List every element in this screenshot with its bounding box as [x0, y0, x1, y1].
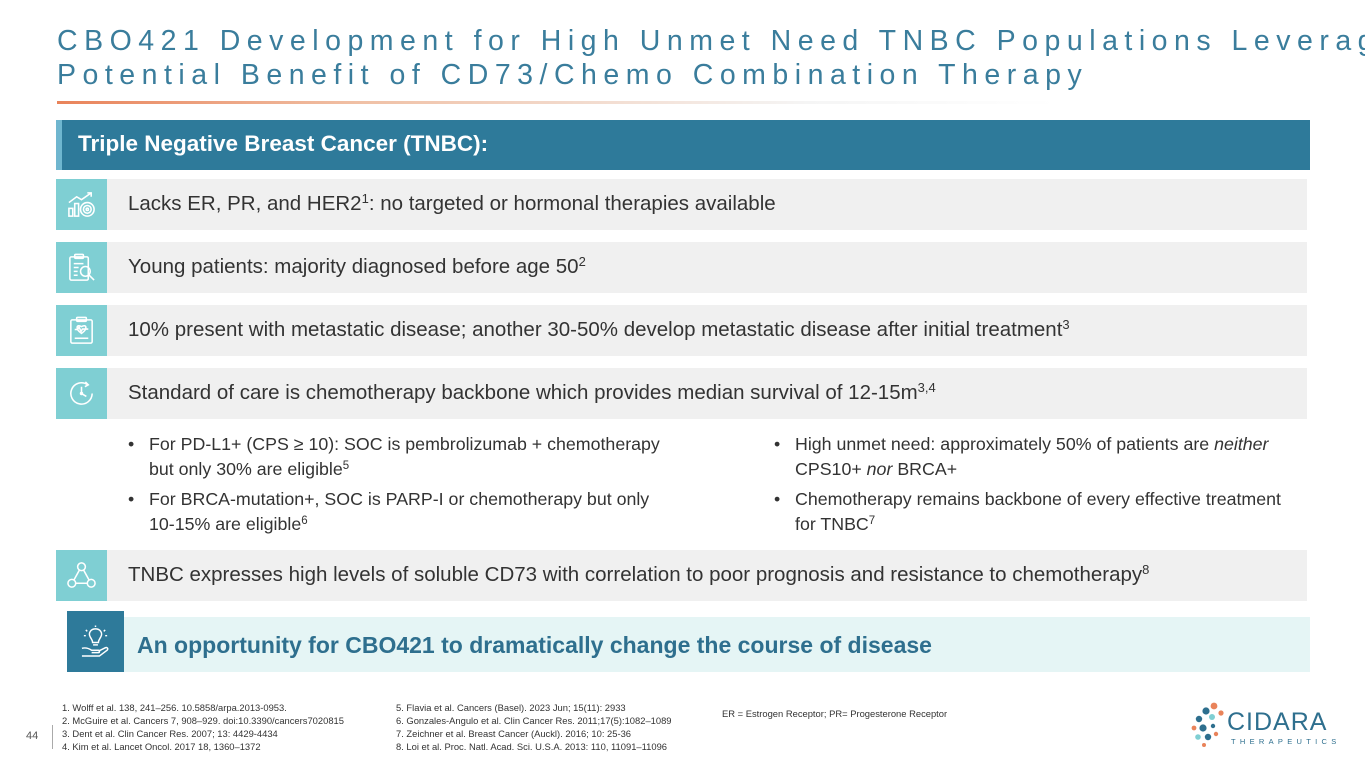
footnote-ref: 3,4 [917, 380, 936, 395]
logo-tagline: THERAPEUTICS [1231, 737, 1341, 746]
fact-text: Lacks ER, PR, and HER21: no targeted or … [128, 191, 776, 215]
abbreviation-note: ER = Estrogen Receptor; PR= Progesterone… [722, 708, 948, 719]
unmet-need-bullet-list-right: High unmet need: approximately 50% of pa… [774, 432, 1294, 542]
fact-row-metastatic: 10% present with metastatic disease; ano… [56, 305, 1307, 356]
section-banner-label: Triple Negative Breast Cancer (TNBC): [78, 131, 489, 156]
list-item: For BRCA-mutation+, SOC is PARP-I or che… [128, 487, 668, 537]
fact-row-cd73: TNBC expresses high levels of soluble CD… [56, 550, 1307, 601]
footnote-ref: 8 [1142, 562, 1150, 577]
reference-item: 4. Kim et al. Lancet Oncol. 2017 18, 136… [62, 741, 261, 752]
fact-row-hormone-status: Lacks ER, PR, and HER21: no targeted or … [56, 179, 1307, 230]
logo-wordmark: CIDARA [1227, 708, 1328, 736]
fact-text: Standard of care is chemotherapy backbon… [128, 380, 936, 404]
fact-row-young-patients: Young patients: majority diagnosed befor… [56, 242, 1307, 293]
section-banner-accent [56, 120, 62, 170]
reference-item: 3. Dent et al. Clin Cancer Res. 2007; 13… [62, 728, 278, 739]
references-left: 1. Wolff et al. 138, 241–256. 10.5858/ar… [62, 701, 344, 753]
opportunity-callout-label: An opportunity for CBO421 to dramaticall… [137, 632, 932, 658]
fact-icon-tile [56, 368, 107, 419]
opportunity-callout: An opportunity for CBO421 to dramaticall… [67, 611, 1310, 672]
clock-cycle-icon [70, 381, 93, 405]
references-right: 5. Flavia et al. Cancers (Basel). 2023 J… [396, 701, 672, 753]
footnote-ref: 3 [1062, 317, 1070, 332]
reference-item: 1. Wolff et al. 138, 241–256. 10.5858/ar… [62, 702, 287, 713]
molecule-network-icon [67, 562, 96, 588]
medical-clipboard-icon [70, 316, 93, 344]
clipboard-magnifier-icon [69, 253, 95, 281]
section-banner: Triple Negative Breast Cancer (TNBC): [56, 120, 1310, 170]
slide-title: CBO421 Development for High Unmet Need T… [57, 24, 1365, 92]
reference-item: 2. McGuire et al. Cancers 7, 908–929. do… [62, 715, 344, 726]
fact-text: 10% present with metastatic disease; ano… [128, 317, 1070, 341]
footer-divider [52, 725, 53, 749]
fact-icon-tile [56, 242, 107, 293]
slide-title-line-2: Potential Benefit of CD73/Chemo Combinat… [57, 59, 1089, 91]
page-number: 44 [26, 730, 39, 742]
reference-item: 5. Flavia et al. Cancers (Basel). 2023 J… [396, 702, 626, 713]
list-item: High unmet need: approximately 50% of pa… [774, 432, 1294, 482]
title-underline [57, 101, 1057, 104]
lightbulb-hand-icon [81, 625, 109, 657]
growth-target-icon [68, 192, 95, 217]
soc-bullet-list-left: For PD-L1+ (CPS ≥ 10): SOC is pembrolizu… [128, 432, 668, 542]
reference-item: 6. Gonzales-Angulo et al. Clin Cancer Re… [396, 715, 672, 726]
fact-icon-tile [56, 305, 107, 356]
fact-text: Young patients: majority diagnosed befor… [128, 254, 586, 278]
list-item: For PD-L1+ (CPS ≥ 10): SOC is pembrolizu… [128, 432, 668, 482]
list-item: Chemotherapy remains backbone of every e… [774, 487, 1294, 537]
fact-row-standard-of-care: Standard of care is chemotherapy backbon… [56, 368, 1307, 419]
reference-item: 7. Zeichner et al. Breast Cancer (Auckl)… [396, 728, 632, 739]
fact-text: TNBC expresses high levels of soluble CD… [128, 562, 1150, 586]
callout-icon-tile [67, 611, 124, 672]
footnote-ref: 1 [361, 191, 369, 206]
slide-title-line-1: CBO421 Development for High Unmet Need T… [57, 25, 1365, 57]
cidara-logo-mark [1191, 702, 1224, 747]
reference-item: 8. Loi et al. Proc. Natl. Acad. Sci. U.S… [396, 741, 668, 752]
fact-icon-tile [56, 550, 107, 601]
fact-icon-tile [56, 179, 107, 230]
footnote-ref: 2 [578, 254, 586, 269]
